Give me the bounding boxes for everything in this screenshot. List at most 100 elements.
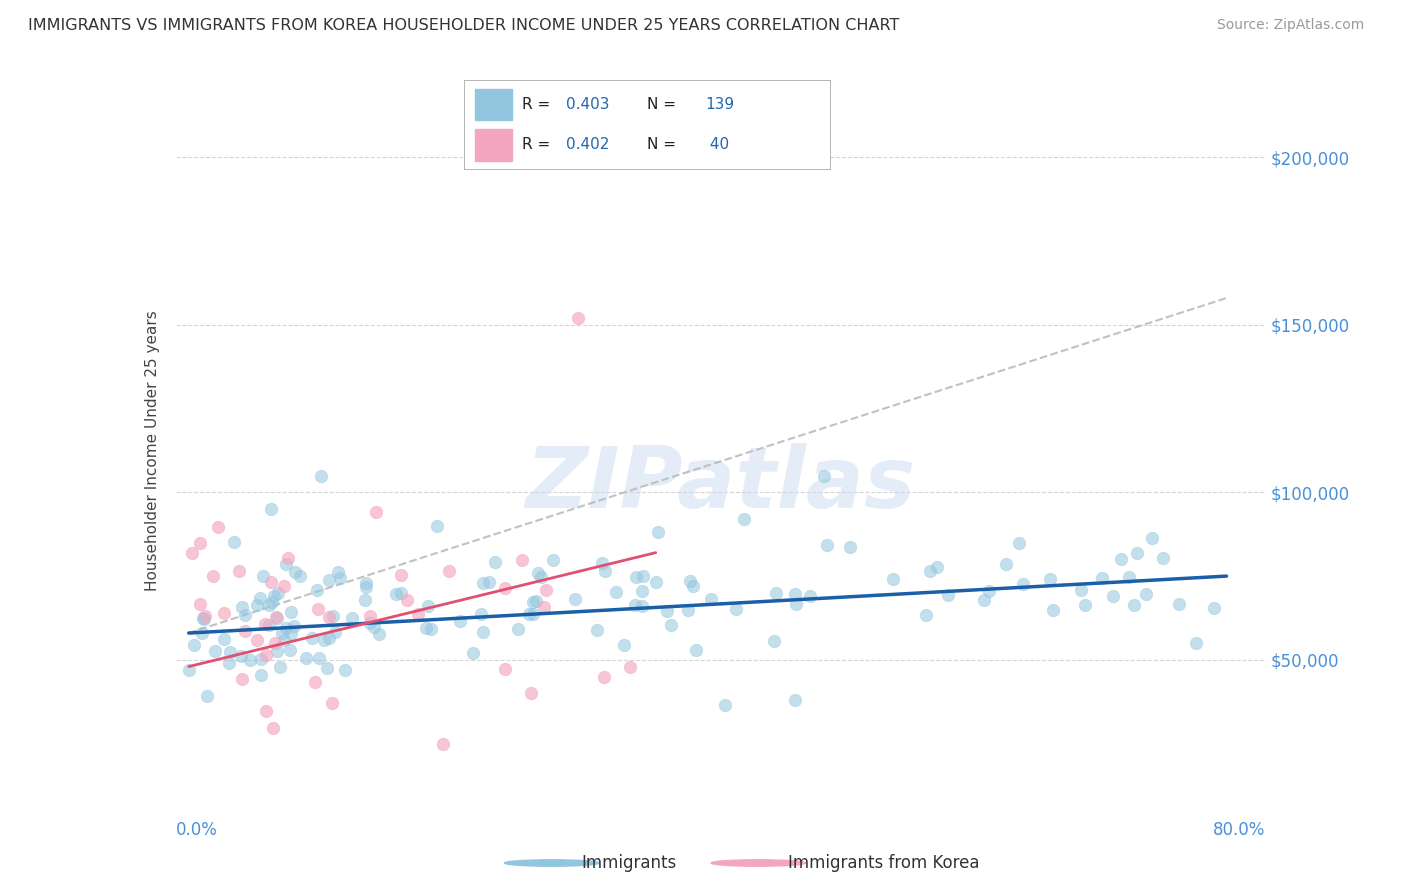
Point	[1202, 600, 1225, 615]
Point	[526, 566, 548, 581]
Point	[700, 591, 723, 606]
Point	[273, 633, 295, 648]
Text: N =: N =	[647, 137, 681, 153]
Point	[276, 557, 298, 571]
Bar	[475, 129, 512, 161]
Text: Source: ZipAtlas.com: Source: ZipAtlas.com	[1216, 18, 1364, 32]
Point	[1185, 636, 1208, 650]
Point	[207, 520, 229, 534]
Point	[1039, 572, 1062, 586]
Point	[252, 569, 274, 583]
Point	[389, 585, 412, 599]
Text: 80.0%: 80.0%	[1213, 822, 1265, 839]
Point	[765, 586, 787, 600]
Text: 139: 139	[706, 97, 734, 112]
Point	[494, 662, 516, 676]
Point	[679, 574, 702, 589]
Point	[249, 652, 271, 666]
Point	[321, 696, 343, 710]
Point	[363, 619, 385, 633]
Point	[212, 632, 235, 647]
Point	[449, 614, 471, 628]
Point	[228, 564, 250, 578]
Point	[395, 593, 418, 607]
Point	[288, 569, 311, 583]
Point	[1091, 571, 1114, 585]
Point	[657, 604, 679, 618]
Point	[506, 623, 529, 637]
Point	[763, 634, 786, 648]
Bar	[475, 89, 512, 120]
Point	[437, 564, 460, 578]
Point	[188, 535, 211, 549]
Point	[239, 653, 262, 667]
Point	[530, 569, 553, 583]
Point	[231, 673, 253, 687]
Point	[308, 650, 330, 665]
Point	[385, 586, 408, 600]
Point	[785, 597, 807, 611]
Point	[389, 568, 412, 582]
Text: 0.0%: 0.0%	[176, 822, 218, 839]
Point	[219, 645, 242, 659]
Point	[426, 519, 449, 533]
Point	[309, 468, 332, 483]
Point	[623, 599, 645, 613]
Point	[564, 591, 586, 606]
Point	[406, 607, 429, 621]
Point	[254, 648, 277, 662]
Point	[517, 607, 540, 621]
Point	[315, 660, 337, 674]
Point	[250, 667, 273, 681]
Point	[1109, 552, 1132, 566]
Point	[682, 579, 704, 593]
Point	[1142, 532, 1164, 546]
Point	[630, 584, 652, 599]
Point	[714, 698, 737, 712]
Point	[322, 608, 344, 623]
Point	[645, 574, 668, 589]
Point	[263, 589, 285, 603]
Point	[647, 525, 669, 540]
Point	[815, 538, 838, 552]
Point	[510, 553, 533, 567]
Point	[783, 587, 806, 601]
Point	[733, 512, 755, 526]
Point	[194, 609, 217, 624]
Point	[432, 737, 454, 751]
Point	[266, 611, 288, 625]
Point	[685, 643, 707, 657]
Point	[195, 689, 218, 703]
Text: Immigrants from Korea: Immigrants from Korea	[787, 854, 980, 872]
Point	[260, 595, 283, 609]
Point	[785, 693, 807, 707]
Point	[328, 565, 350, 579]
Point	[260, 502, 283, 516]
Point	[420, 622, 443, 636]
Point	[1012, 576, 1035, 591]
Point	[359, 609, 381, 624]
Point	[301, 631, 323, 645]
Point	[262, 722, 284, 736]
Point	[359, 615, 381, 630]
Point	[973, 593, 995, 607]
Point	[191, 611, 214, 625]
Point	[274, 621, 297, 635]
Point	[586, 624, 609, 638]
Point	[280, 642, 302, 657]
Point	[1008, 536, 1031, 550]
Point	[925, 560, 948, 574]
Point	[305, 583, 328, 598]
Point	[1126, 546, 1149, 560]
Point	[605, 584, 627, 599]
Point	[267, 586, 290, 600]
Point	[235, 624, 257, 638]
Point	[259, 599, 281, 613]
Point	[366, 505, 388, 519]
Point	[329, 571, 352, 585]
Point	[269, 660, 291, 674]
Text: 40: 40	[706, 137, 730, 153]
Point	[253, 616, 276, 631]
Point	[918, 564, 941, 578]
Point	[461, 646, 484, 660]
